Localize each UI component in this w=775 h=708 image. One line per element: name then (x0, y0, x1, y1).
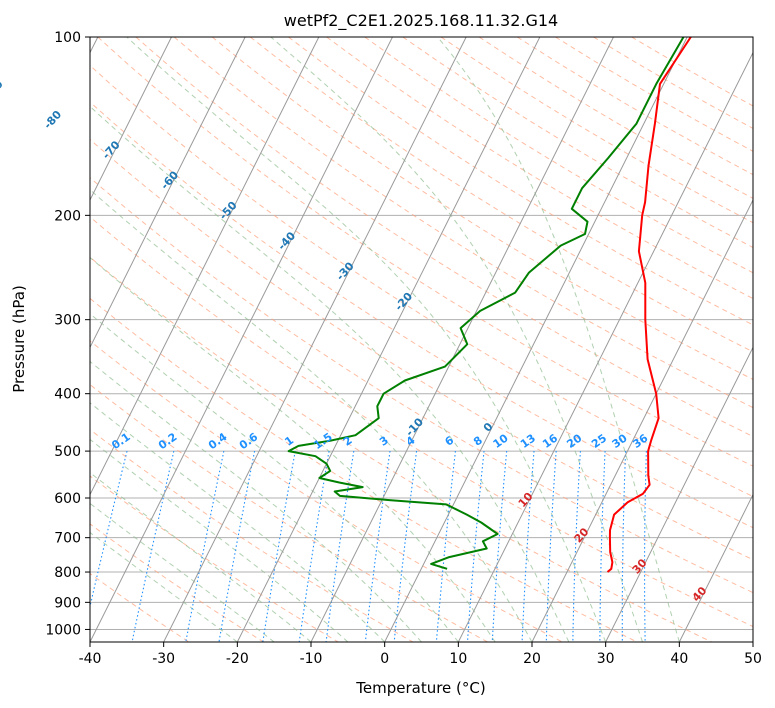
isotherm (90, 37, 246, 349)
plot-area (90, 37, 753, 642)
moist-adiabat (90, 189, 533, 642)
isotherm (605, 346, 753, 642)
isotherm-label: -90 (0, 77, 6, 101)
isotherm (310, 37, 614, 642)
moist-adiabat (270, 37, 643, 642)
mixing-ratio-line (621, 451, 627, 642)
moist-adiabat (90, 105, 570, 642)
pressure-gridlines (90, 37, 753, 630)
dry-adiabat (326, 37, 753, 300)
dry-adiabat (90, 572, 190, 642)
dry-adiabat (90, 216, 753, 628)
x-tick-label: -10 (300, 651, 323, 667)
y-axis-title: Pressure (hPa) (10, 285, 28, 393)
mixing-ratio-line (364, 451, 391, 642)
data-series (287, 37, 692, 573)
y-tick-label: 600 (54, 491, 81, 507)
dry-adiabat (211, 37, 753, 380)
y-tick-label: 1000 (45, 622, 81, 638)
dry-adiabat (90, 383, 488, 642)
x-axis: -40 -30 -20 -10 0 10 20 30 40 50 (79, 642, 762, 667)
moist-adiabat (126, 37, 607, 642)
mixing-ratio-line (521, 451, 535, 642)
y-tick-label: 500 (54, 444, 81, 460)
y-tick-label: 200 (54, 208, 81, 224)
y-axis: 100 200 300 400 500 600 700 800 900 1000 (45, 30, 90, 638)
temperature-profile-line (606, 37, 692, 573)
x-tick-label: -30 (152, 651, 175, 667)
y-tick-label: 700 (54, 531, 81, 547)
moist-adiabat (90, 256, 496, 642)
y-tick-label: 400 (54, 387, 81, 403)
isotherm (457, 51, 753, 642)
dry-adiabat (90, 297, 638, 642)
plot-frame (89, 36, 754, 643)
moist-adiabat (90, 360, 422, 642)
mixing-ratio-line (435, 451, 456, 642)
isotherm (90, 37, 172, 202)
mixing-ratio-line (90, 450, 128, 609)
x-tick-label: 20 (523, 651, 541, 667)
isotherms (90, 37, 753, 642)
isotherm (90, 37, 393, 642)
mixing-ratio-line (466, 451, 485, 642)
dry-adiabat (173, 37, 753, 409)
isotherm (236, 37, 541, 642)
chart-title: wetPf2_C2E1.2025.168.11.32.G14 (284, 11, 558, 31)
dry-adiabat (288, 37, 753, 326)
x-tick-label: 30 (597, 651, 615, 667)
mixing-ratio-line (599, 451, 606, 642)
isotherm (678, 493, 753, 642)
x-axis-title: Temperature (°C) (355, 679, 485, 697)
mixing-ratio-line (545, 451, 557, 642)
mixing-ratio-line (325, 451, 355, 642)
x-tick-label: 0 (380, 651, 389, 667)
y-tick-label: 300 (54, 313, 81, 329)
y-tick-label: 800 (54, 565, 81, 581)
mixing-ratio-line (218, 450, 256, 642)
dry-adiabat (90, 475, 339, 642)
mixing-ratio-line (572, 451, 581, 642)
dry-adiabat (249, 37, 753, 353)
dry-adiabat (90, 101, 753, 529)
dry-adiabat (90, 340, 563, 642)
moist-adiabat (90, 313, 459, 642)
x-tick-label: -40 (79, 651, 102, 667)
isotherm (163, 37, 467, 642)
isotherm (384, 37, 688, 642)
mixing-ratio-line (262, 450, 296, 642)
dry-adiabat (90, 256, 712, 642)
dewpoint-profile-line (287, 37, 685, 570)
mixing-ratio-line (298, 451, 330, 642)
isotherm (531, 198, 753, 642)
dry-adiabat (90, 64, 753, 498)
x-tick-label: -20 (226, 651, 249, 667)
isotherm (90, 37, 320, 496)
y-tick-label: 900 (54, 595, 81, 611)
moist-adiabat (90, 438, 349, 642)
mixing-ratio-line (185, 450, 225, 642)
x-tick-label: 50 (744, 651, 762, 667)
x-tick-label: 40 (670, 651, 688, 667)
y-tick-label: 100 (54, 30, 81, 46)
x-tick-label: 10 (449, 651, 467, 667)
